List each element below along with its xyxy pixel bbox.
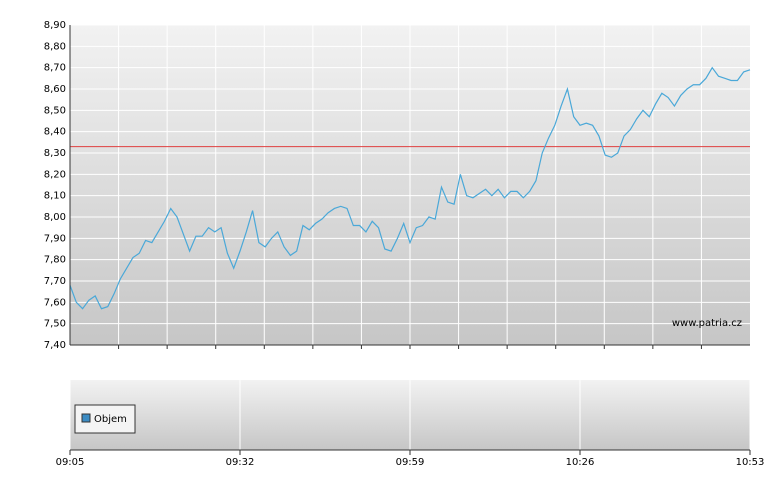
y-tick-label: 8,40	[44, 127, 66, 138]
y-tick-label: 8,10	[44, 191, 66, 202]
x-tick-label: 09:32	[226, 457, 255, 468]
x-tick-label: 10:53	[736, 457, 765, 468]
y-tick-label: 8,70	[44, 63, 66, 74]
y-tick-label: 8,30	[44, 148, 66, 159]
y-tick-label: 7,70	[44, 276, 66, 287]
y-tick-label: 7,90	[44, 233, 66, 244]
y-tick-label: 7,40	[44, 340, 66, 351]
y-tick-label: 7,60	[44, 297, 66, 308]
x-tick-label: 10:26	[566, 457, 595, 468]
y-tick-label: 8,50	[44, 105, 66, 116]
y-tick-label: 7,80	[44, 255, 66, 266]
x-tick-label: 09:05	[56, 457, 85, 468]
legend-swatch	[81, 413, 91, 423]
legend-label: Objem	[94, 414, 127, 425]
watermark: www.patria.cz	[672, 318, 742, 329]
y-tick-label: 8,80	[44, 41, 66, 52]
y-tick-label: 7,50	[44, 319, 66, 330]
x-tick-label: 09:59	[396, 457, 425, 468]
y-tick-label: 8,00	[44, 212, 66, 223]
price-line	[69, 66, 751, 310]
y-tick-label: 8,60	[44, 84, 66, 95]
y-tick-label: 8,20	[44, 169, 66, 180]
y-tick-label: 8,90	[44, 20, 66, 31]
